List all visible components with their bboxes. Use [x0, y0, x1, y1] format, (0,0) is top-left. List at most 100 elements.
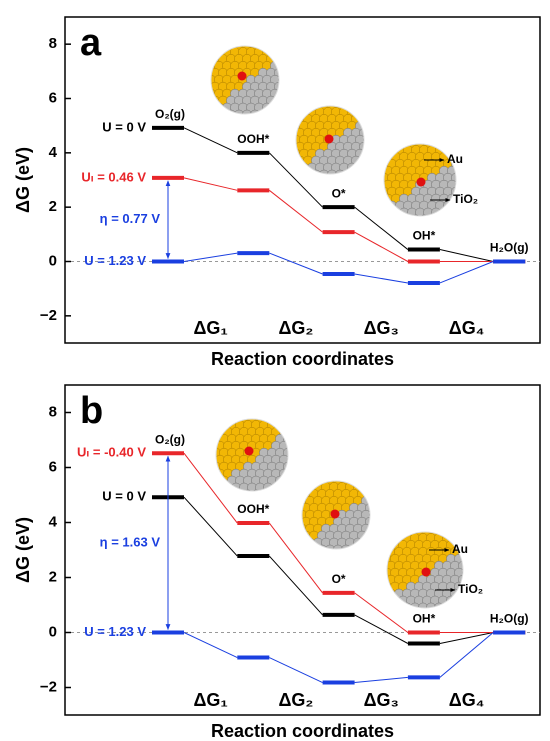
atom: [291, 462, 300, 471]
tio2-label: TiO₂: [453, 192, 478, 206]
atom: [462, 532, 463, 536]
atom: [438, 532, 448, 536]
atom: [351, 169, 361, 174]
atom: [447, 144, 456, 148]
atom: [373, 517, 382, 526]
atom: [216, 482, 225, 491]
atom: [351, 106, 361, 110]
atom: [347, 177, 356, 186]
connector: [268, 555, 323, 616]
atom: [259, 406, 268, 415]
connector: [354, 273, 408, 284]
atom: [283, 489, 288, 491]
atom: [394, 602, 404, 608]
atom: [439, 144, 449, 148]
atom: [466, 519, 475, 528]
panel-label: b: [80, 390, 103, 432]
atom: [387, 560, 388, 571]
y-tick-label: 6: [49, 89, 57, 106]
atom: [363, 177, 372, 186]
atom: [283, 121, 292, 130]
atom: [238, 33, 247, 42]
atom: [333, 544, 343, 549]
connector: [354, 676, 408, 684]
atom: [384, 165, 385, 176]
atom: [267, 489, 277, 491]
atom: [374, 540, 383, 549]
atom: [238, 117, 247, 126]
atom: [289, 482, 298, 491]
atom: [455, 144, 456, 148]
atom: [455, 165, 456, 176]
atom: [203, 490, 212, 499]
atom: [447, 207, 456, 216]
series-label: U = 0 V: [102, 119, 146, 134]
atom: [198, 33, 207, 42]
atom: [216, 420, 221, 430]
atom: [296, 106, 305, 110]
y-tick-label: −2: [40, 678, 57, 695]
plot-frame: [64, 16, 541, 344]
atom: [289, 510, 298, 519]
atom: [427, 131, 436, 140]
atom: [219, 406, 228, 415]
atom: [203, 406, 212, 415]
atom: [246, 117, 255, 126]
atom: [435, 214, 445, 216]
atom: [321, 552, 330, 561]
atom: [230, 33, 239, 42]
atom: [355, 107, 364, 117]
atom: [384, 144, 393, 148]
inset-border: [215, 418, 289, 492]
atom-o: [324, 134, 334, 144]
atom: [296, 106, 297, 110]
atom: [297, 552, 306, 561]
atom: [216, 468, 217, 479]
atom: [218, 46, 228, 50]
atom: [235, 489, 245, 491]
atom: [371, 173, 380, 182]
atom: [289, 496, 298, 505]
atom: [363, 120, 364, 131]
atom: [270, 102, 279, 113]
atom: [462, 595, 463, 606]
atom: [384, 152, 385, 162]
connector: [268, 522, 323, 594]
inset-border: [301, 480, 371, 550]
atom: [313, 552, 322, 561]
atom: [291, 406, 300, 415]
atom: [296, 127, 297, 138]
atom: [296, 155, 297, 166]
inset: [283, 93, 372, 186]
atom: [365, 544, 370, 549]
atom: [296, 169, 297, 174]
atom: [353, 552, 362, 561]
atom: [303, 169, 313, 174]
atom: [387, 131, 396, 140]
atom: [287, 482, 288, 491]
connector: [354, 206, 409, 250]
atom: [211, 102, 216, 113]
atom: [296, 169, 305, 174]
atom: [302, 489, 303, 499]
atom: [319, 169, 329, 174]
atom: [283, 420, 288, 430]
atom: [349, 481, 359, 485]
atom: [291, 93, 300, 102]
atom: [459, 215, 468, 224]
atom: [403, 214, 413, 216]
y-tick-label: 6: [49, 458, 57, 475]
atom: [446, 532, 456, 536]
step-label: ΔG₄: [449, 690, 485, 710]
atom: [384, 179, 385, 190]
plot-frame: [64, 384, 541, 716]
atom: [211, 109, 220, 114]
atom: [339, 93, 348, 102]
atom: [438, 610, 447, 619]
atom: [371, 215, 380, 224]
atom: [211, 81, 212, 92]
atom: [403, 131, 412, 140]
atom: [216, 419, 217, 423]
atom: [411, 131, 420, 140]
inset: [374, 519, 475, 619]
